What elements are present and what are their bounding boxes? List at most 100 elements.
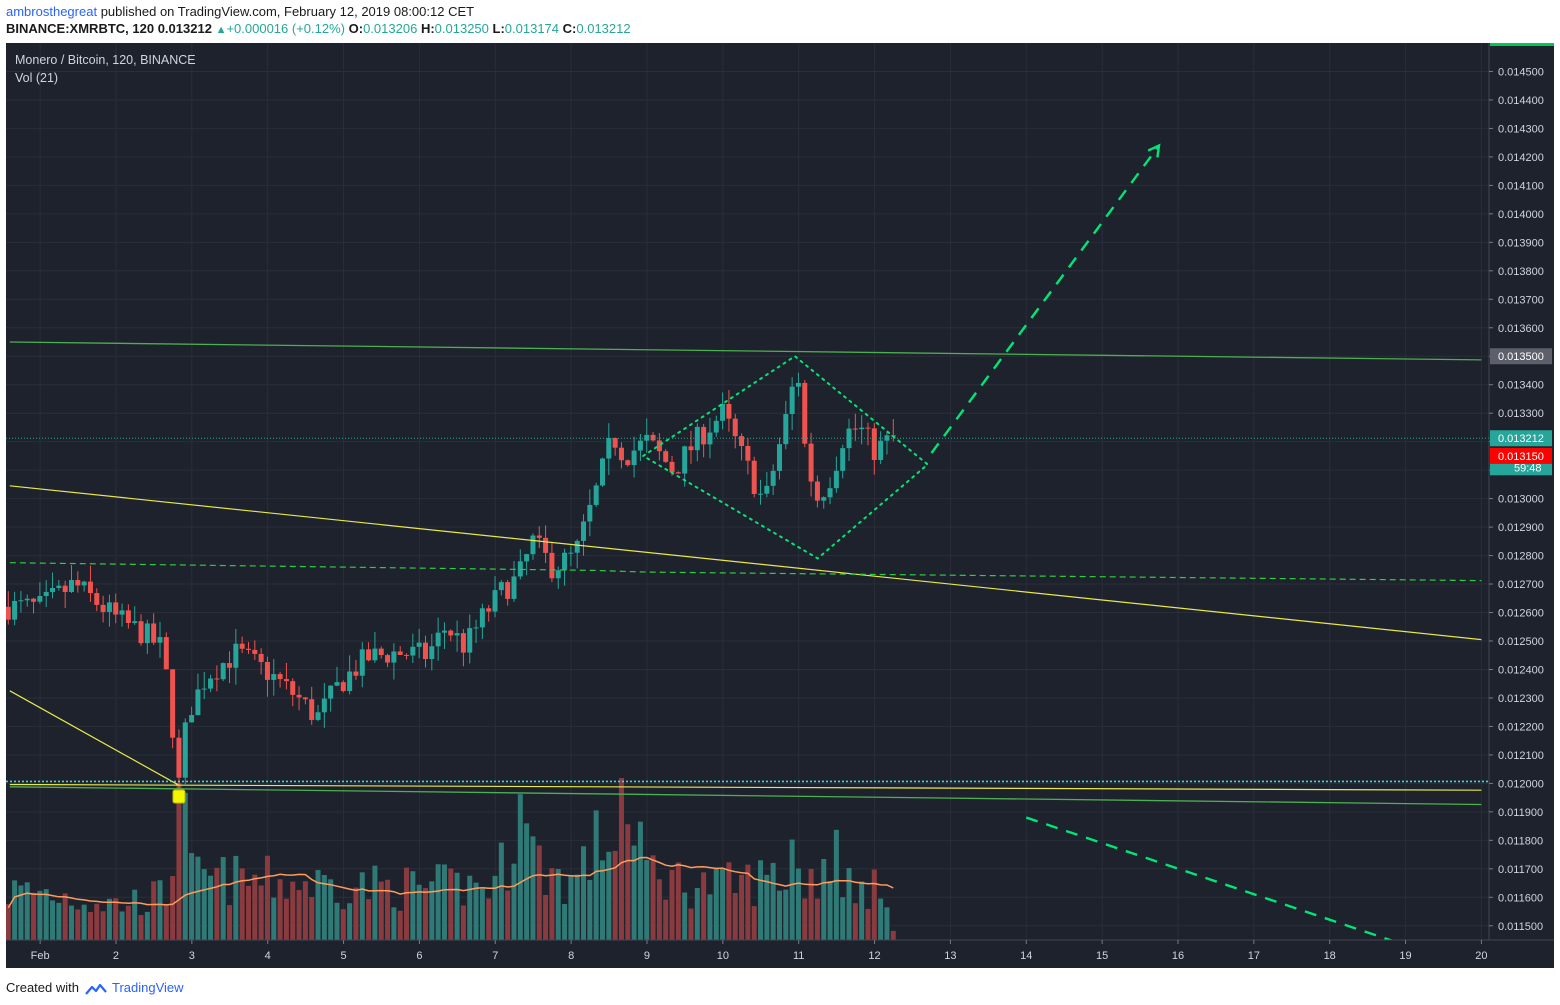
candle-body — [543, 537, 549, 553]
volume-bar — [486, 898, 492, 940]
author-link[interactable]: ambrosthegreat — [6, 4, 98, 19]
diamond-pattern — [641, 354, 930, 560]
candle-body — [366, 649, 372, 661]
candle-body — [353, 671, 359, 676]
date-tick-label: 5 — [341, 950, 347, 962]
volume-bar — [144, 911, 150, 940]
candle-body — [31, 598, 37, 602]
grid-lines — [6, 43, 1489, 940]
candle-body — [821, 497, 827, 501]
volume-bar — [397, 910, 403, 940]
candle-body — [486, 608, 492, 612]
volume-bar — [795, 868, 801, 940]
volume-bar — [176, 782, 182, 940]
footer: Created with TradingView — [6, 980, 184, 996]
candle-body — [587, 504, 593, 522]
volume-bar — [454, 872, 460, 940]
volume-bar — [264, 855, 270, 940]
open-value: 0.013206 — [363, 21, 418, 36]
volume-bar — [524, 823, 530, 940]
candle-body — [359, 649, 365, 676]
candle-body — [663, 451, 669, 462]
candle-body — [852, 428, 858, 430]
tradingview-brand-link[interactable]: TradingView — [112, 980, 184, 995]
volume-bar — [498, 842, 504, 940]
candle-body — [448, 630, 454, 636]
candle-body — [498, 582, 504, 591]
candle-body — [125, 610, 131, 623]
candle-body — [106, 602, 112, 612]
date-tick-label: 20 — [1475, 950, 1487, 962]
volume-bar — [574, 874, 580, 940]
candle-body — [264, 661, 270, 680]
price-tick-label: 0.012200 — [1498, 721, 1544, 733]
open-label: O: — [348, 21, 364, 36]
price-axis-bg — [1489, 43, 1554, 940]
candle-body — [50, 588, 56, 592]
candle-body — [814, 481, 820, 501]
chart-panel[interactable] — [6, 43, 1554, 968]
date-tick-label: 19 — [1399, 950, 1411, 962]
volume-bar — [859, 881, 865, 940]
candle-body — [296, 694, 302, 698]
price-tick-label: 0.012400 — [1498, 664, 1544, 676]
candle-body — [315, 712, 321, 720]
price-tick-label: 0.012900 — [1498, 522, 1544, 534]
volume-bar — [182, 792, 188, 940]
candle-body — [340, 682, 346, 692]
candle-body — [713, 420, 719, 433]
candle-body — [176, 737, 182, 778]
price-tick-label: 0.014100 — [1498, 180, 1544, 192]
candle-body — [606, 438, 612, 459]
candle-body — [12, 600, 18, 620]
volume-bar — [764, 874, 770, 940]
candle-body — [132, 621, 138, 623]
candle-body — [492, 590, 498, 612]
candle-body — [568, 552, 574, 554]
volume-bar — [157, 880, 163, 940]
volume-bar — [239, 868, 245, 940]
price-badge-label: 0.013212 — [1498, 433, 1544, 445]
volume-bar — [189, 853, 195, 940]
candle-body — [283, 679, 289, 682]
candle-body — [644, 434, 650, 441]
volume-bar — [359, 872, 365, 940]
volume-bar — [372, 865, 378, 940]
volume-bar — [283, 898, 289, 940]
volume-bar — [701, 872, 707, 940]
volume-bar — [821, 859, 827, 940]
volume-bar — [68, 905, 74, 940]
candle-body — [840, 448, 846, 471]
volume-bar — [726, 862, 732, 940]
volume-bar — [429, 881, 435, 940]
volume-bar — [258, 885, 264, 940]
volume-bar — [233, 855, 239, 940]
bullish-projection-arrow — [930, 144, 1160, 454]
volume-bar — [688, 908, 694, 940]
candle-body — [18, 600, 24, 602]
green-resistance-line — [9, 341, 1482, 361]
price-tick-label: 0.014000 — [1498, 209, 1544, 221]
candle-body — [119, 610, 125, 615]
volume-bar — [776, 890, 782, 940]
price-tick-label: 0.014400 — [1498, 95, 1544, 107]
price-tick-label: 0.013900 — [1498, 237, 1544, 249]
candle-body — [650, 434, 656, 441]
candle-body — [637, 440, 643, 451]
volume-ma-line — [7, 856, 894, 909]
date-tick-label: 6 — [416, 950, 422, 962]
volume-bar — [713, 867, 719, 940]
dashed-support-line — [9, 562, 1482, 582]
candle-body — [245, 648, 251, 650]
candle-body — [441, 630, 447, 633]
candle-body — [751, 460, 757, 494]
volume-legend[interactable]: Vol (21) — [15, 71, 59, 85]
candle-body — [460, 633, 466, 653]
candle-body — [675, 472, 681, 474]
candle-body — [410, 646, 416, 656]
volume-bar — [113, 898, 119, 940]
price-tick-label: 0.012000 — [1498, 778, 1544, 790]
series-legend[interactable]: Monero / Bitcoin, 120, BINANCE — [15, 53, 196, 67]
candle-body — [239, 643, 245, 649]
